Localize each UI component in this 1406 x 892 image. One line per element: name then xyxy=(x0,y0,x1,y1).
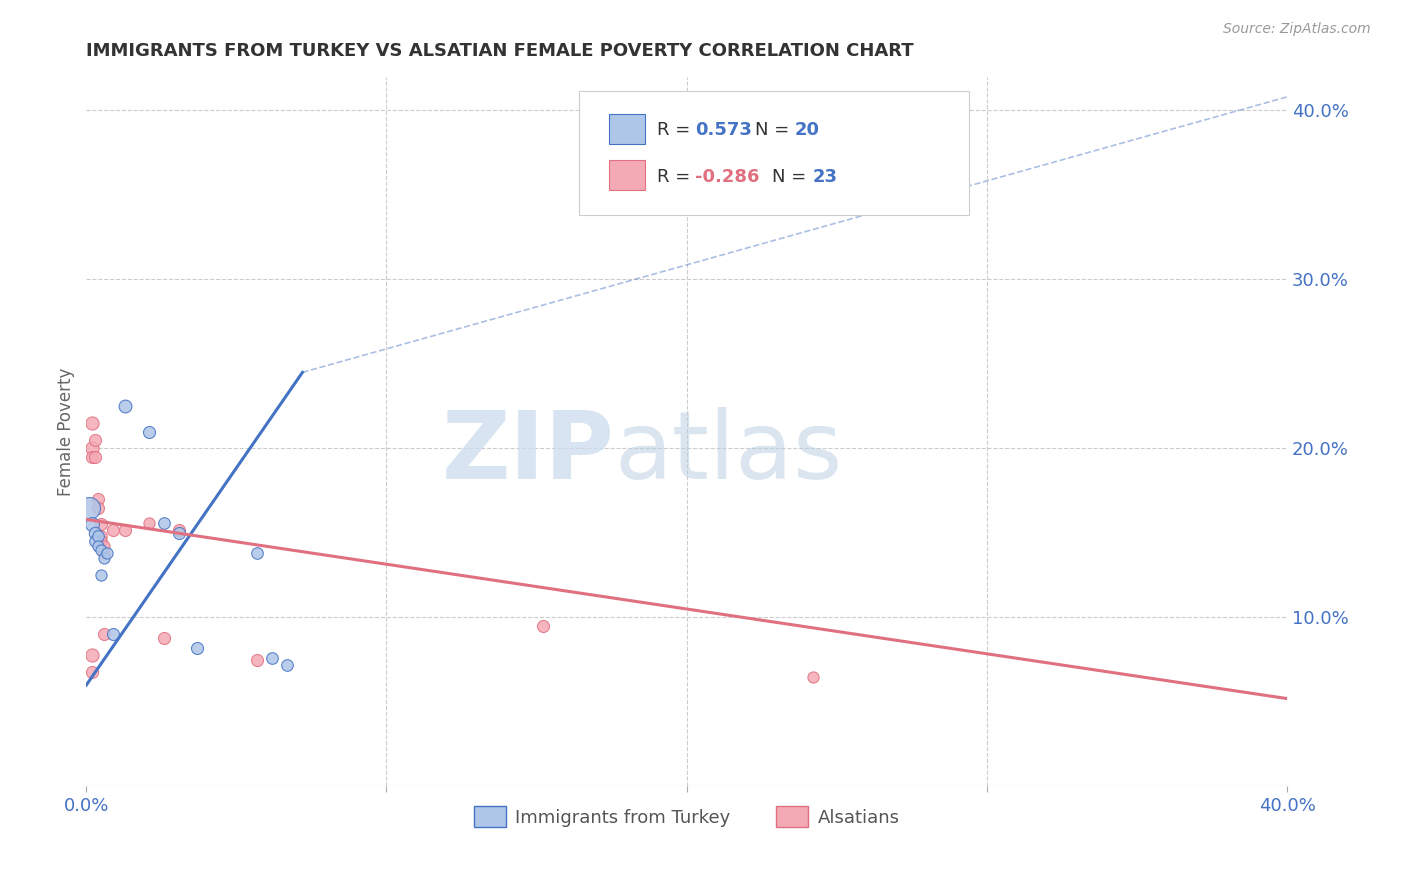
Point xyxy=(153,516,176,530)
Point xyxy=(84,433,107,447)
Point xyxy=(801,185,824,199)
Text: N =: N = xyxy=(772,169,811,186)
Point xyxy=(82,442,104,456)
Text: ZIP: ZIP xyxy=(441,407,614,499)
Point xyxy=(103,523,125,537)
Text: IMMIGRANTS FROM TURKEY VS ALSATIAN FEMALE POVERTY CORRELATION CHART: IMMIGRANTS FROM TURKEY VS ALSATIAN FEMAL… xyxy=(86,42,914,60)
Point xyxy=(246,653,269,667)
Point xyxy=(90,542,112,557)
Point xyxy=(93,551,115,566)
Text: 23: 23 xyxy=(813,169,838,186)
Point xyxy=(90,568,112,582)
Point xyxy=(96,546,118,560)
Point xyxy=(90,529,112,543)
Point xyxy=(82,450,104,464)
Legend: Immigrants from Turkey, Alsatians: Immigrants from Turkey, Alsatians xyxy=(467,799,907,834)
Point xyxy=(169,523,191,537)
Point xyxy=(103,627,125,641)
FancyBboxPatch shape xyxy=(609,161,645,190)
Point xyxy=(801,670,824,684)
Point xyxy=(90,517,112,532)
Point xyxy=(87,500,110,515)
Point xyxy=(90,534,112,549)
Point xyxy=(82,648,104,662)
Point xyxy=(87,492,110,507)
Point xyxy=(169,525,191,540)
Y-axis label: Female Poverty: Female Poverty xyxy=(58,368,75,496)
FancyBboxPatch shape xyxy=(609,114,645,144)
Point xyxy=(84,525,107,540)
Point xyxy=(262,651,284,665)
Point xyxy=(79,500,101,515)
Point xyxy=(114,523,136,537)
Point xyxy=(138,425,160,439)
Text: -0.286: -0.286 xyxy=(695,169,759,186)
Text: 20: 20 xyxy=(794,120,820,139)
Point xyxy=(153,631,176,645)
Text: R =: R = xyxy=(657,120,696,139)
Point xyxy=(531,619,554,633)
Point xyxy=(87,529,110,543)
Point xyxy=(84,450,107,464)
Point xyxy=(93,540,115,554)
Text: 0.573: 0.573 xyxy=(695,120,752,139)
Point xyxy=(114,399,136,413)
Point xyxy=(82,416,104,430)
Point xyxy=(276,657,298,672)
Point xyxy=(93,627,115,641)
Point xyxy=(87,540,110,554)
Text: R =: R = xyxy=(657,169,696,186)
Point xyxy=(246,546,269,560)
Text: atlas: atlas xyxy=(614,407,842,499)
Point xyxy=(82,517,104,532)
Text: Source: ZipAtlas.com: Source: ZipAtlas.com xyxy=(1223,22,1371,37)
Point xyxy=(186,640,208,655)
FancyBboxPatch shape xyxy=(579,91,969,215)
Point xyxy=(82,665,104,679)
Text: N =: N = xyxy=(755,120,796,139)
Point xyxy=(93,546,115,560)
Point xyxy=(138,516,160,530)
Point xyxy=(84,534,107,549)
